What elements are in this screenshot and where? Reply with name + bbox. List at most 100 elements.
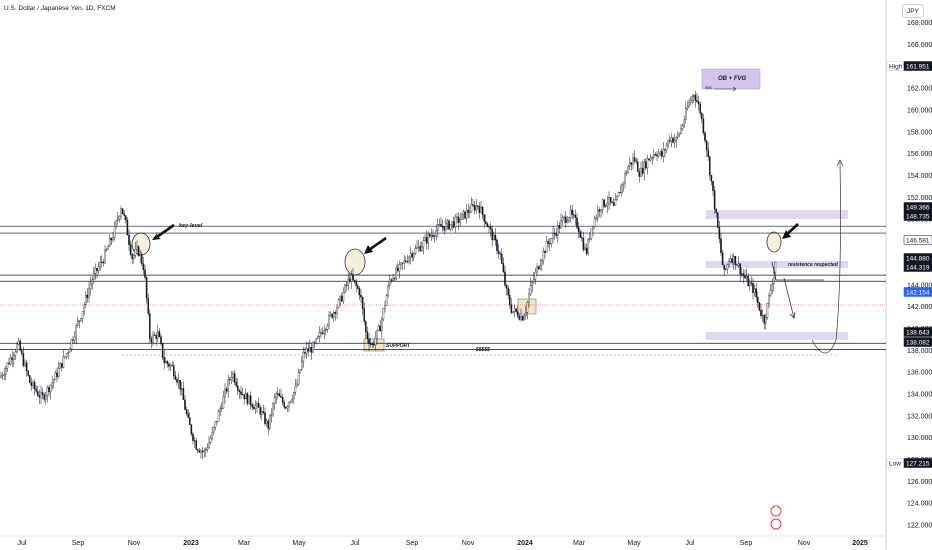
candle — [513, 304, 516, 317]
candle — [32, 379, 34, 390]
candle — [67, 350, 69, 360]
candle — [56, 367, 58, 383]
candle — [262, 404, 265, 415]
candle — [512, 311, 514, 314]
event-marker-icon[interactable] — [770, 518, 782, 530]
candle — [277, 387, 279, 400]
projection-down-arrow-head — [789, 311, 796, 319]
candle — [686, 100, 689, 111]
candle — [355, 279, 357, 293]
candle — [353, 279, 356, 285]
candle — [601, 198, 604, 214]
candle — [377, 324, 380, 332]
candle — [561, 215, 564, 226]
candle — [29, 374, 31, 384]
candle — [296, 379, 298, 388]
candle — [459, 212, 461, 227]
candle — [494, 228, 497, 246]
candle — [315, 337, 317, 345]
currency-button[interactable]: JPY — [902, 4, 924, 18]
candle — [641, 160, 644, 177]
candle — [712, 180, 714, 197]
candle — [211, 426, 213, 441]
candle — [149, 309, 151, 343]
candle — [137, 245, 140, 257]
price-axis[interactable]: 122.000124.000126.000128.000130.000132.0… — [907, 20, 932, 529]
candle — [102, 259, 105, 267]
x-tick-label: Jul — [686, 540, 695, 547]
candle — [93, 266, 95, 284]
x-tick-label: Sep — [406, 540, 419, 547]
x-tick-label: Jul — [18, 540, 27, 547]
candle — [120, 205, 122, 221]
candle — [573, 210, 575, 220]
price-tag: High 161.951 — [886, 61, 932, 71]
event-marker-icon[interactable] — [770, 505, 782, 517]
candle — [371, 342, 373, 348]
candle — [557, 221, 559, 243]
candle — [720, 232, 722, 256]
candle — [657, 148, 660, 158]
candle — [381, 316, 383, 339]
candle — [245, 388, 247, 400]
candle — [205, 447, 207, 457]
candle — [462, 209, 465, 220]
candle — [403, 255, 405, 270]
key-level-label: key-level — [179, 223, 203, 229]
candle — [145, 276, 148, 304]
candle — [739, 263, 741, 282]
price-tag: Low 127.215 — [886, 458, 932, 468]
candle — [360, 289, 362, 303]
candle — [382, 307, 385, 322]
candle — [448, 219, 450, 231]
candle — [680, 124, 682, 135]
candle — [326, 323, 329, 333]
price-tag: 138.082 — [903, 337, 932, 347]
candle — [673, 133, 676, 148]
candle — [171, 361, 173, 367]
candle — [425, 230, 428, 250]
candle — [633, 150, 636, 164]
candle — [304, 347, 306, 358]
candle — [629, 157, 631, 170]
candle — [547, 238, 549, 248]
candle — [233, 370, 236, 386]
candle — [552, 225, 554, 244]
candle — [600, 209, 602, 219]
candle — [771, 278, 773, 295]
candle — [630, 162, 633, 171]
candle — [726, 263, 729, 274]
candle — [286, 404, 289, 412]
retest-circle — [344, 248, 366, 276]
candle — [131, 252, 133, 265]
chart-title: U.S. Dollar / Japanese Yen, 1D, FXCM — [4, 5, 116, 12]
candle — [206, 443, 209, 453]
candle — [248, 395, 250, 404]
candle — [8, 357, 10, 366]
candle — [129, 240, 132, 257]
candle — [568, 216, 570, 223]
candle — [305, 341, 308, 359]
candle — [192, 432, 194, 445]
candle — [643, 158, 645, 181]
candle — [504, 265, 506, 288]
candle — [752, 277, 754, 300]
candle — [40, 385, 42, 404]
candle — [280, 388, 282, 399]
candle — [749, 278, 751, 291]
candle — [187, 409, 189, 419]
candle — [702, 113, 705, 136]
candle — [312, 340, 314, 353]
candle — [88, 281, 90, 303]
time-axis[interactable]: Jul Sep Nov 2023 Mar May Jul Sep Nov 2024 Mar May Ju… — [18, 540, 868, 547]
x-tick-label: May — [627, 540, 641, 547]
candle — [81, 310, 84, 324]
candle — [48, 384, 50, 397]
candle — [369, 337, 372, 348]
candle — [693, 94, 695, 103]
x-tick-label: Jul — [351, 540, 360, 547]
candle — [507, 285, 509, 300]
y-tick-label: 122.000 — [907, 523, 932, 530]
candle — [11, 350, 13, 367]
candle — [576, 212, 578, 230]
